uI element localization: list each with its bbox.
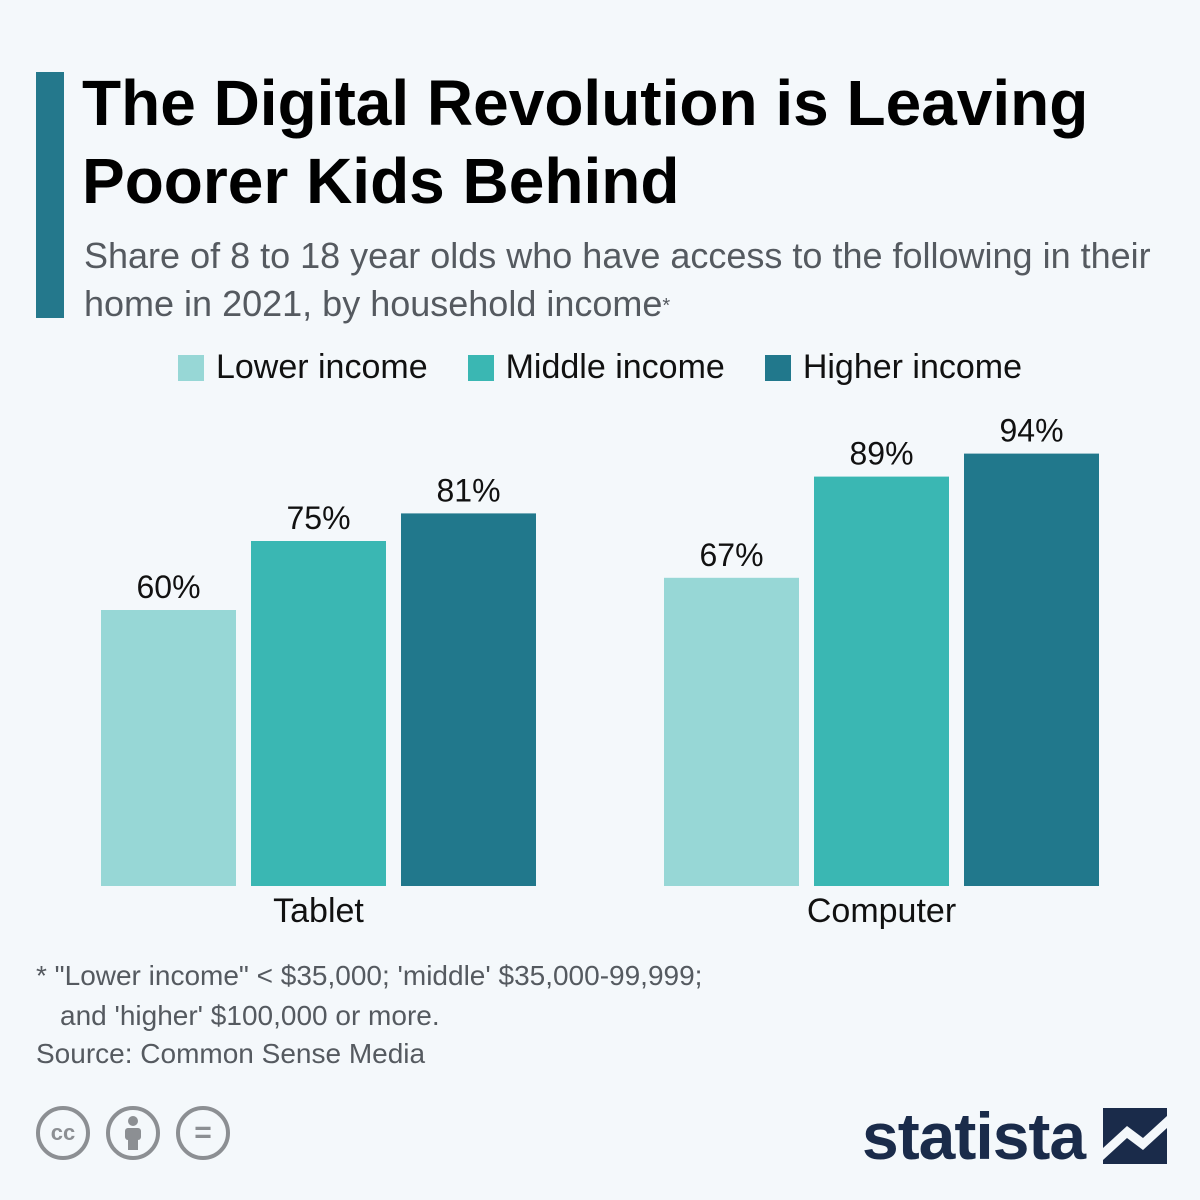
attribution-icon[interactable] xyxy=(106,1106,160,1160)
footnote-line-1: * "Lower income" < $35,000; 'middle' $35… xyxy=(36,960,703,991)
legend-item-higher: Higher income xyxy=(764,348,1023,387)
title-accent-bar xyxy=(36,72,64,318)
footnote-line-2: and 'higher' $100,000 or more. xyxy=(60,1000,440,1031)
no-derivatives-glyph: = xyxy=(194,1116,212,1149)
license-icons: cc = xyxy=(36,1106,230,1160)
data-label-tablet-middle: 75% xyxy=(286,500,350,536)
statista-mark-icon xyxy=(1103,1108,1168,1164)
bar-tablet-higher xyxy=(401,513,536,886)
chart-legend: Lower income Middle income Higher income xyxy=(0,348,1200,387)
attribution-person-glyph xyxy=(125,1116,141,1150)
legend-item-middle: Middle income xyxy=(467,348,725,387)
no-derivatives-icon[interactable]: = xyxy=(176,1106,230,1160)
cc-icon[interactable]: cc xyxy=(36,1106,90,1160)
statista-wordmark: statista xyxy=(862,1099,1086,1173)
category-label-tablet: Tablet xyxy=(273,892,364,930)
subtitle-text: Share of 8 to 18 year olds who have acce… xyxy=(84,235,1151,324)
statista-logo[interactable]: statista xyxy=(862,1098,1168,1174)
category-label-computer: Computer xyxy=(807,892,956,930)
bar-tablet-lower xyxy=(101,610,236,886)
source-note: Source: Common Sense Media xyxy=(36,1038,426,1069)
data-label-computer-middle: 89% xyxy=(849,436,913,472)
chart-subtitle: Share of 8 to 18 year olds who have acce… xyxy=(84,232,1184,328)
legend-swatch-higher xyxy=(764,354,791,381)
cc-icon-glyph: cc xyxy=(50,1120,76,1145)
legend-label-higher: Higher income xyxy=(802,348,1023,386)
footnote: * "Lower income" < $35,000; 'middle' $35… xyxy=(36,956,936,1036)
legend-label-lower: Lower income xyxy=(215,348,428,386)
bar-tablet-middle xyxy=(251,541,386,886)
data-label-tablet-lower: 60% xyxy=(136,569,200,605)
bar-computer-higher xyxy=(964,453,1099,886)
legend-item-lower: Lower income xyxy=(177,348,428,387)
chart-title: The Digital Revolution is Leaving Poorer… xyxy=(82,67,1089,217)
subtitle-footnote-marker: * xyxy=(662,295,671,317)
legend-swatch-middle xyxy=(467,354,494,381)
legend-swatch-lower xyxy=(177,354,204,381)
bar-computer-lower xyxy=(664,577,799,886)
data-label-computer-lower: 67% xyxy=(699,537,763,573)
legend-label-middle: Middle income xyxy=(505,348,725,386)
data-label-tablet-higher: 81% xyxy=(436,472,500,508)
bar-computer-middle xyxy=(814,476,949,886)
data-label-computer-higher: 94% xyxy=(999,413,1063,449)
